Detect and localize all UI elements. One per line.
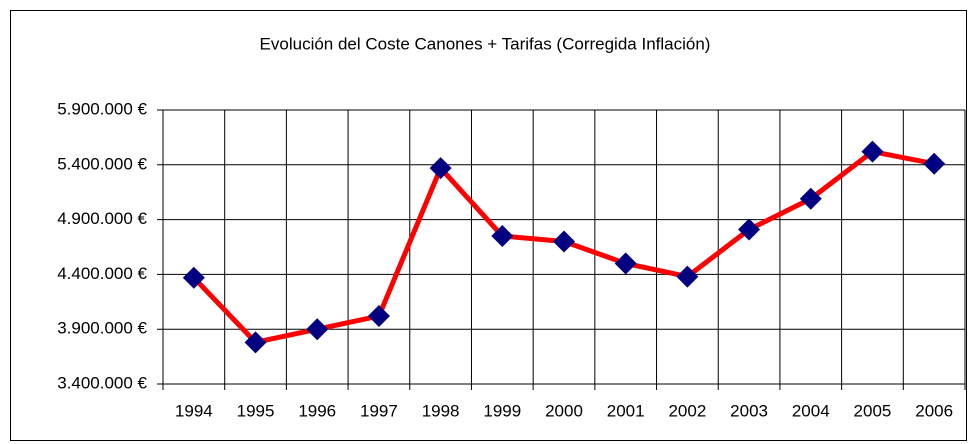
y-tick-label: 5.400.000 € xyxy=(57,154,147,173)
x-tick-label: 1999 xyxy=(483,401,521,420)
marker xyxy=(738,218,761,241)
marker xyxy=(244,331,267,354)
y-tick-label: 5.900.000 € xyxy=(57,99,147,118)
x-tick-label: 2000 xyxy=(545,401,583,420)
x-tick-label: 2005 xyxy=(854,401,892,420)
chart-frame xyxy=(10,10,967,441)
y-tick-label: 3.400.000 € xyxy=(57,373,147,392)
marker xyxy=(182,266,205,289)
marker xyxy=(923,152,946,175)
x-tick-label: 2002 xyxy=(668,401,706,420)
marker xyxy=(676,265,699,288)
y-tick-label: 4.400.000 € xyxy=(57,264,147,283)
x-tick-label: 2003 xyxy=(730,401,768,420)
marker xyxy=(614,252,637,275)
marker xyxy=(491,225,514,248)
marker xyxy=(553,230,575,253)
marker xyxy=(861,140,884,163)
x-tick-label: 1994 xyxy=(175,401,213,420)
x-tick-label: 1995 xyxy=(237,401,275,420)
chart-title: Evolución del Coste Canones + Tarifas (C… xyxy=(260,34,711,53)
y-tick-label: 4.900.000 € xyxy=(57,209,147,228)
marker xyxy=(306,318,329,341)
y-tick-label: 3.900.000 € xyxy=(57,319,147,338)
marker xyxy=(799,187,822,210)
x-tick-label: 2006 xyxy=(915,401,953,420)
x-tick-label: 1998 xyxy=(422,401,460,420)
marker xyxy=(429,157,452,180)
marker xyxy=(367,305,390,328)
x-tick-label: 2004 xyxy=(792,401,830,420)
x-tick-label: 2001 xyxy=(607,401,645,420)
x-tick-label: 1997 xyxy=(360,401,398,420)
x-tick-label: 1996 xyxy=(298,401,336,420)
